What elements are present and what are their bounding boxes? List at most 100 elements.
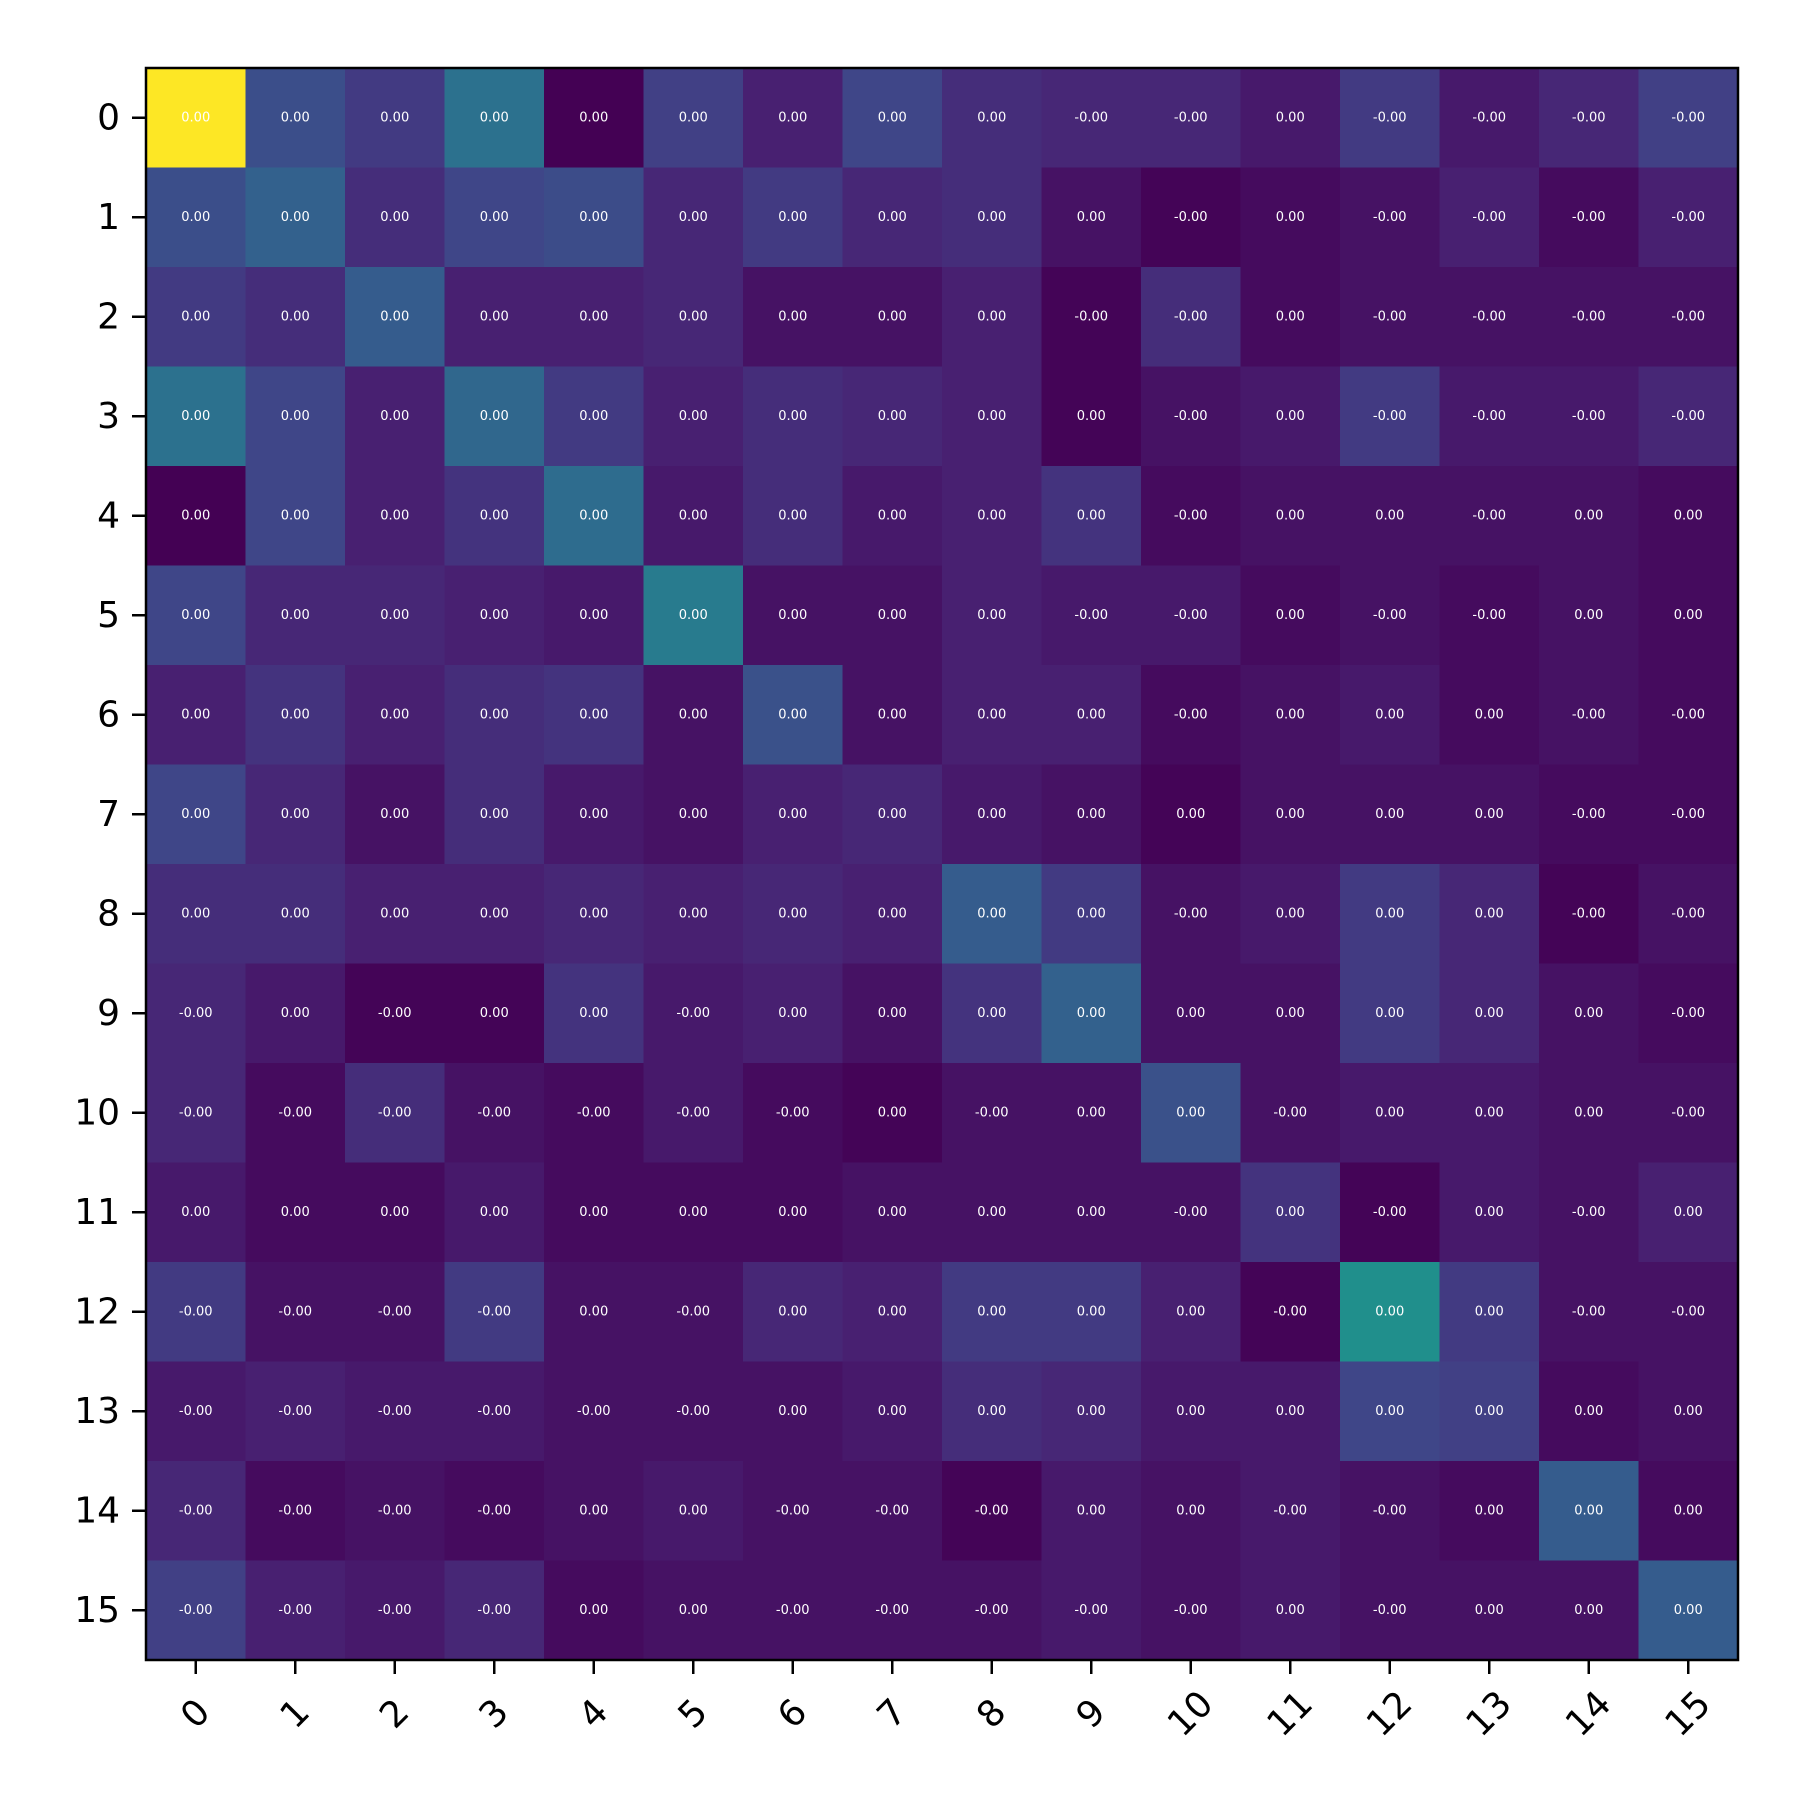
heatmap-cell-10-8 <box>942 1063 1042 1163</box>
heatmap-cell-10-1 <box>245 1063 346 1163</box>
cell-value-label-0-0: 0.00 <box>181 110 210 125</box>
cell-value-label-2-3: 0.00 <box>480 309 509 324</box>
heatmap-cell-15-5 <box>643 1560 744 1661</box>
cell-value-label-11-12: -0.00 <box>1373 1205 1407 1220</box>
cell-value-label-0-5: 0.00 <box>679 110 708 125</box>
heatmap-cell-10-6 <box>743 1063 843 1163</box>
cell-value-label-14-8: -0.00 <box>975 1503 1009 1518</box>
heatmap-cell-11-3 <box>444 1162 545 1263</box>
x-tick-label-3: 3 <box>472 1691 517 1736</box>
cell-value-label-1-5: 0.00 <box>679 210 708 225</box>
heatmap-cell-15-3 <box>444 1560 545 1661</box>
cell-value-label-9-6: 0.00 <box>778 1006 807 1021</box>
heatmap-cell-14-12 <box>1340 1461 1440 1561</box>
heatmap-cell-6-0 <box>146 665 246 765</box>
heatmap-cell-0-8 <box>942 68 1042 168</box>
heatmap-cell-4-8 <box>942 466 1042 566</box>
x-tick-label-4: 4 <box>571 1691 616 1736</box>
heatmap-cell-5-0 <box>146 565 246 666</box>
cell-value-label-2-13: -0.00 <box>1472 309 1506 324</box>
heatmap-cell-12-14 <box>1539 1262 1639 1362</box>
x-tick-label-2: 2 <box>372 1691 417 1736</box>
cell-value-label-10-8: -0.00 <box>975 1105 1009 1120</box>
heatmap-cell-3-7 <box>842 366 943 467</box>
heatmap-cell-2-6 <box>743 267 843 367</box>
cell-value-label-12-14: -0.00 <box>1572 1304 1606 1319</box>
cell-value-label-15-11: 0.00 <box>1276 1603 1305 1618</box>
x-tick-label-9: 9 <box>1069 1691 1114 1736</box>
cell-value-label-2-2: 0.00 <box>380 309 409 324</box>
heatmap-cell-13-1 <box>245 1361 346 1462</box>
cell-value-label-7-1: 0.00 <box>281 807 310 822</box>
cell-value-label-10-9: 0.00 <box>1077 1105 1106 1120</box>
cell-value-label-2-7: 0.00 <box>878 309 907 324</box>
heatmap-cell-3-5 <box>643 366 744 467</box>
heatmap-cell-2-15 <box>1638 267 1739 367</box>
heatmap-cell-15-10 <box>1141 1560 1241 1661</box>
heatmap-cell-2-11 <box>1240 267 1341 367</box>
cell-value-label-9-15: -0.00 <box>1671 1006 1705 1021</box>
cell-value-label-9-3: 0.00 <box>480 1006 509 1021</box>
cell-value-label-10-11: -0.00 <box>1273 1105 1307 1120</box>
heatmap-cell-2-8 <box>942 267 1042 367</box>
cell-value-label-3-5: 0.00 <box>679 409 708 424</box>
x-tick-label-14: 14 <box>1558 1683 1619 1744</box>
heatmap-cell-14-13 <box>1439 1461 1540 1561</box>
heatmap-cell-3-11 <box>1240 366 1341 467</box>
cell-value-label-0-2: 0.00 <box>380 110 409 125</box>
heatmap-cell-12-11 <box>1240 1262 1341 1362</box>
cell-value-label-7-8: 0.00 <box>977 807 1006 822</box>
heatmap-cell-11-15 <box>1638 1162 1739 1263</box>
cell-value-label-5-14: 0.00 <box>1574 608 1603 623</box>
heatmap-cell-1-15 <box>1638 167 1739 268</box>
cell-value-label-3-9: 0.00 <box>1077 409 1106 424</box>
heatmap-cell-11-13 <box>1439 1162 1540 1263</box>
heatmap-cell-1-1 <box>245 167 346 268</box>
heatmap-cell-8-14 <box>1539 864 1639 964</box>
cell-value-label-15-13: 0.00 <box>1475 1603 1504 1618</box>
cell-value-label-5-0: 0.00 <box>181 608 210 623</box>
y-tick-label-2: 2 <box>97 296 120 337</box>
x-tick-label-5: 5 <box>671 1691 716 1736</box>
heatmap-cell-6-9 <box>1041 665 1142 765</box>
cell-value-label-13-3: -0.00 <box>477 1404 511 1419</box>
cell-value-label-7-15: -0.00 <box>1671 807 1705 822</box>
cell-value-label-6-0: 0.00 <box>181 707 210 722</box>
cell-value-label-15-1: -0.00 <box>278 1603 312 1618</box>
heatmap-cell-7-15 <box>1638 764 1739 865</box>
cell-value-label-4-15: 0.00 <box>1674 508 1703 523</box>
heatmap-cell-6-5 <box>643 665 744 765</box>
cell-value-label-12-4: 0.00 <box>579 1304 608 1319</box>
cell-value-label-0-3: 0.00 <box>480 110 509 125</box>
x-axis: 0 1 2 3 4 5 6 7 8 9 10 11 12 13 14 15 <box>173 1660 1719 1745</box>
heatmap-cell-11-7 <box>842 1162 943 1263</box>
heatmap-cell-15-0 <box>146 1560 246 1661</box>
heatmap-cell-12-9 <box>1041 1262 1142 1362</box>
heatmap-cell-10-12 <box>1340 1063 1440 1163</box>
heatmap-cell-1-11 <box>1240 167 1341 268</box>
cell-value-label-7-10: 0.00 <box>1176 807 1205 822</box>
cell-value-label-1-6: 0.00 <box>778 210 807 225</box>
cell-value-label-0-15: -0.00 <box>1671 110 1705 125</box>
heatmap-cell-12-2 <box>345 1262 445 1362</box>
cell-value-label-15-0: -0.00 <box>179 1603 213 1618</box>
cell-value-label-12-3: -0.00 <box>477 1304 511 1319</box>
cell-value-label-2-9: -0.00 <box>1074 309 1108 324</box>
heatmap-cell-2-0 <box>146 267 246 367</box>
cell-value-label-4-10: -0.00 <box>1174 508 1208 523</box>
heatmap-cell-9-0 <box>146 963 246 1064</box>
cell-value-label-10-12: 0.00 <box>1375 1105 1404 1120</box>
cell-value-label-7-14: -0.00 <box>1572 807 1606 822</box>
cell-value-label-15-3: -0.00 <box>477 1603 511 1618</box>
heatmap-cell-7-14 <box>1539 764 1639 865</box>
cell-value-label-4-12: 0.00 <box>1375 508 1404 523</box>
heatmap-cell-7-6 <box>743 764 843 865</box>
x-tick-label-6: 6 <box>770 1691 815 1736</box>
x-tick-label-13: 13 <box>1459 1683 1520 1744</box>
heatmap-cell-0-14 <box>1539 68 1639 168</box>
heatmap-cell-2-5 <box>643 267 744 367</box>
cell-value-label-1-10: -0.00 <box>1174 210 1208 225</box>
heatmap-cell-6-7 <box>842 665 943 765</box>
cell-value-label-0-6: 0.00 <box>778 110 807 125</box>
cell-value-label-11-2: 0.00 <box>380 1205 409 1220</box>
